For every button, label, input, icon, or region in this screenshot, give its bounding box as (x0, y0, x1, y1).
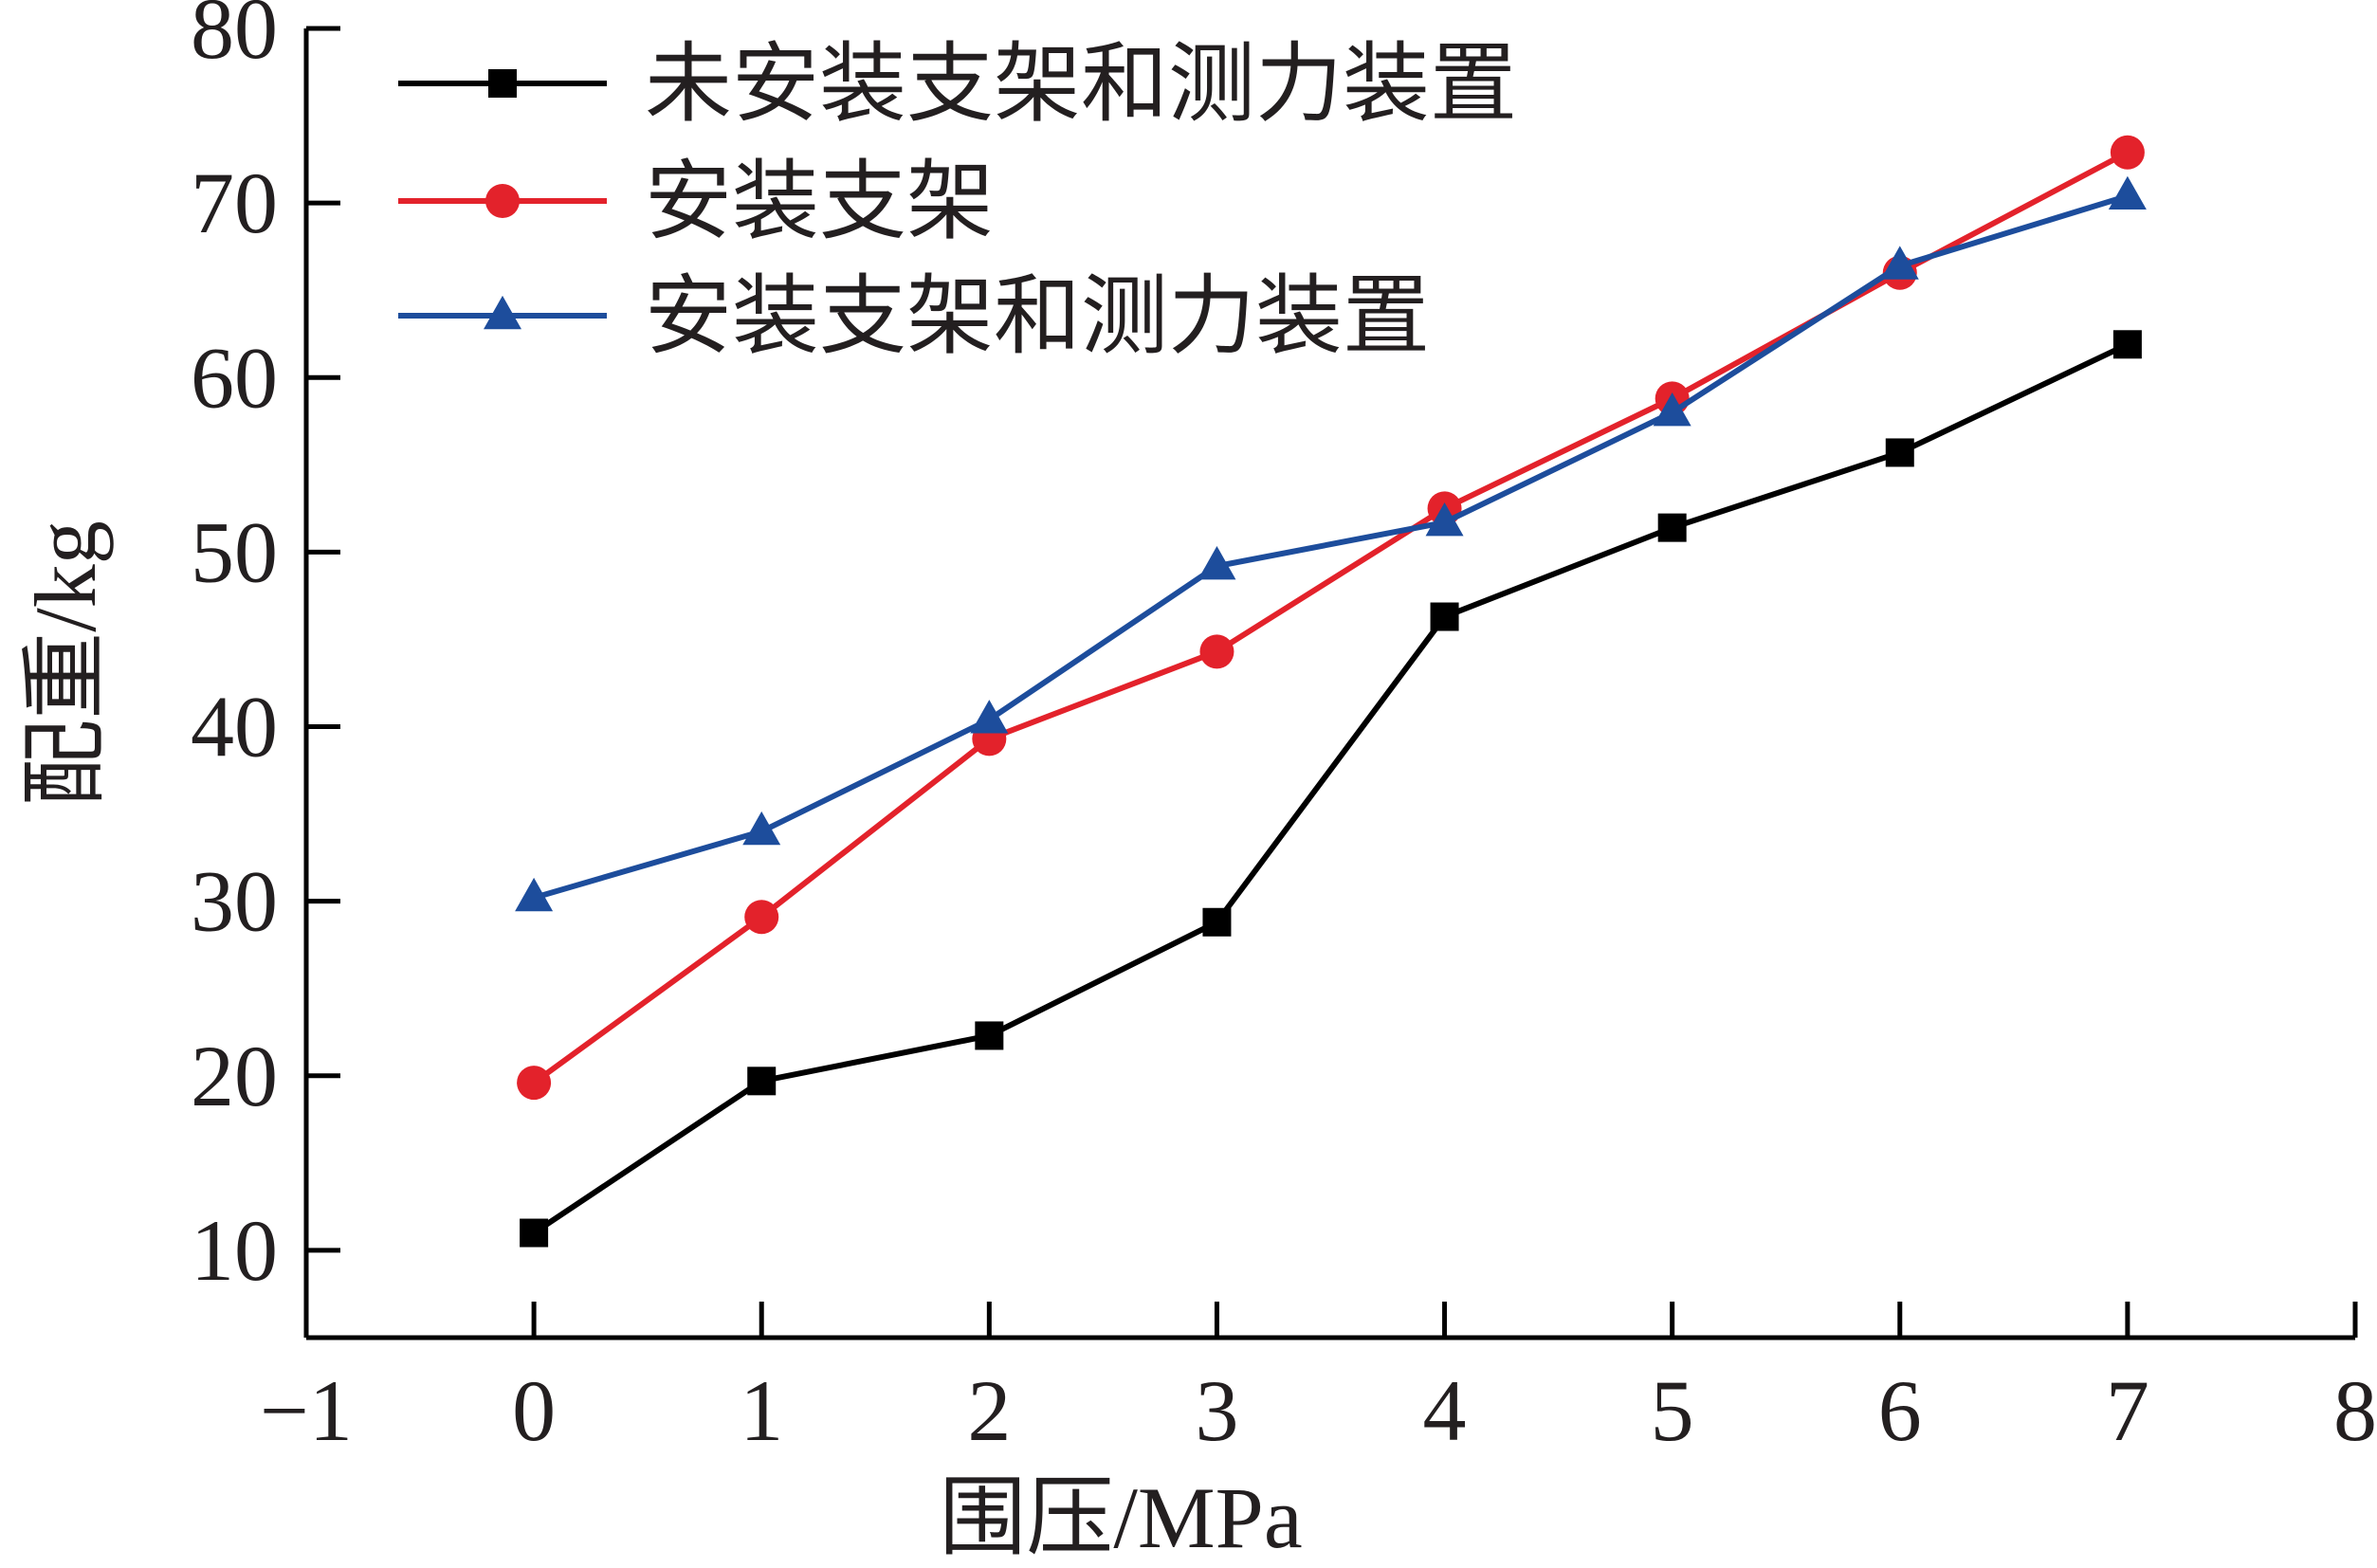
series-2 (517, 135, 2145, 1101)
data-point (2110, 135, 2145, 170)
x-tick-label: 7 (2106, 1362, 2149, 1459)
series-line (532, 341, 2130, 1236)
data-point (742, 811, 781, 846)
legend-item: 未安装支架和测力装置 (398, 36, 1517, 133)
legend-item: 安装支架和测力装置 (398, 268, 1430, 365)
data-point (1880, 246, 1919, 280)
series-1 (520, 330, 2142, 1248)
x-tick-label: 5 (1651, 1362, 1694, 1459)
legend-label: 未安装支架和测力装置 (645, 36, 1517, 133)
data-point (1202, 907, 1232, 937)
x-tick-label: 4 (1423, 1362, 1467, 1459)
y-tick-label: 10 (191, 1202, 278, 1299)
series-layer (515, 135, 2147, 1248)
series-line (532, 150, 2130, 1085)
data-point (1199, 634, 1234, 669)
legend-marker (488, 69, 517, 98)
data-point (975, 1021, 1004, 1050)
x-axis-label: 围压/MPa (939, 1469, 1302, 1566)
data-point (1198, 546, 1236, 580)
y-ticks: 10 20 30 40 50 60 70 80 (191, 0, 340, 1299)
legend-item: 安装支架 (398, 154, 994, 250)
x-tick-label: 8 (2333, 1362, 2377, 1459)
data-point (515, 877, 554, 912)
data-point (2112, 330, 2142, 359)
data-point (1653, 392, 1691, 427)
data-point (1430, 602, 1459, 631)
series-line (533, 192, 2129, 901)
data-point (970, 700, 1009, 734)
y-tick-label: 70 (191, 155, 278, 251)
y-tick-label: 60 (191, 329, 278, 426)
x-ticks: −1 0 1 2 3 4 5 6 7 8 (260, 1302, 2377, 1459)
data-point (2108, 175, 2147, 210)
x-tick-label: 0 (512, 1362, 556, 1459)
legend-marker (485, 184, 520, 218)
series-3 (515, 175, 2147, 912)
y-tick-label: 30 (191, 853, 278, 950)
y-tick-label: 20 (191, 1028, 278, 1124)
data-point (1657, 513, 1687, 542)
data-point (520, 1218, 549, 1248)
legend-label: 安装支架和测力装置 (645, 268, 1430, 365)
legend-marker (484, 295, 521, 330)
x-tick-label: 3 (1195, 1362, 1238, 1459)
y-tick-label: 50 (191, 503, 278, 600)
y-tick-label: 40 (191, 679, 278, 775)
data-point (744, 900, 779, 935)
data-point (1885, 438, 1914, 467)
data-point (1425, 502, 1464, 537)
axes (303, 28, 2358, 1340)
y-axis-label: 配重/kg (17, 520, 114, 807)
x-tick-label: 1 (740, 1362, 783, 1459)
data-point (517, 1066, 552, 1101)
x-tick-label: 6 (1878, 1362, 1922, 1459)
x-tick-label: 2 (967, 1362, 1011, 1459)
legend-label: 安装支架 (645, 154, 994, 250)
y-tick-label: 80 (191, 0, 278, 77)
data-point (747, 1067, 777, 1096)
x-tick-label: −1 (260, 1362, 353, 1459)
